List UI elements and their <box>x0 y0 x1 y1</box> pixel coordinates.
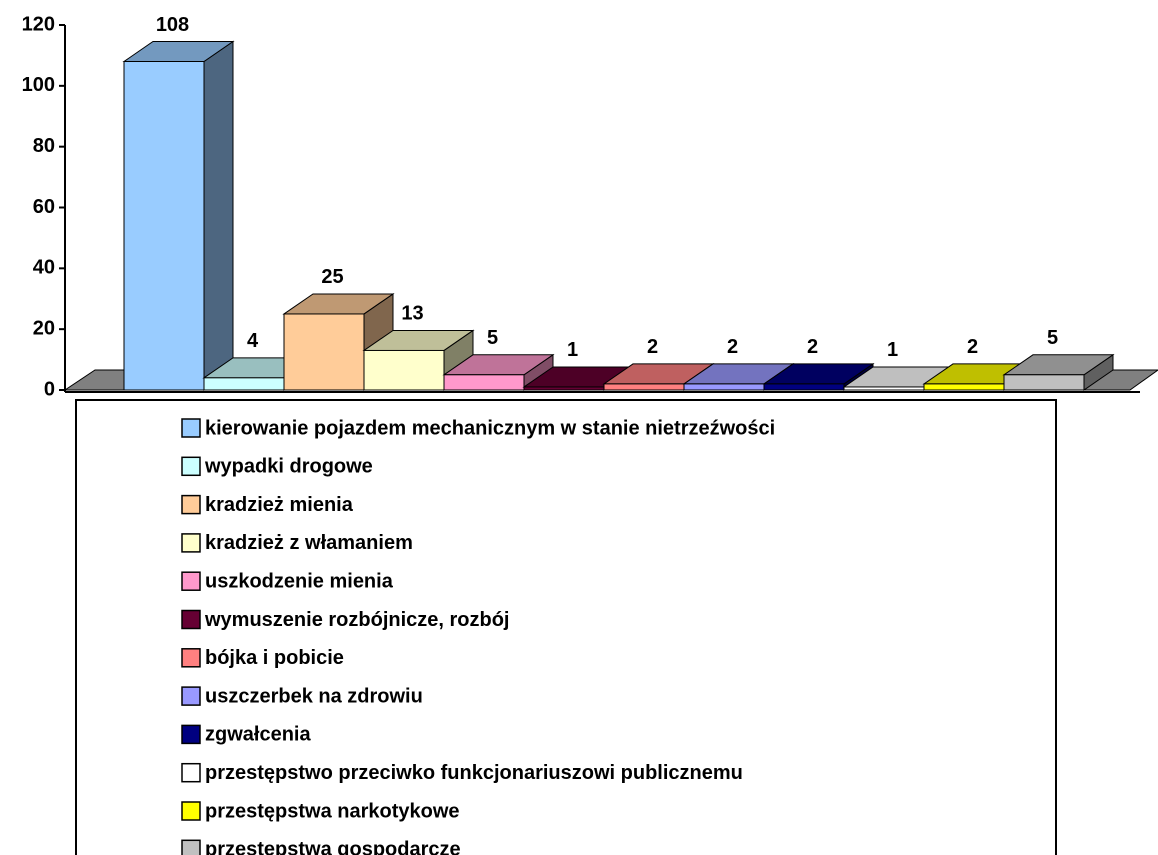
bar <box>763 383 845 391</box>
bar <box>523 386 605 391</box>
y-tick-label: 60 <box>33 196 55 218</box>
legend-swatch <box>181 494 201 515</box>
bar <box>603 383 685 391</box>
legend-swatch <box>181 456 201 477</box>
bar <box>1003 374 1085 391</box>
legend-swatch <box>181 762 201 783</box>
legend-swatch <box>181 609 201 630</box>
legend-label: wypadki drogowe <box>204 456 373 478</box>
legend-swatch <box>181 724 201 745</box>
legend-label: bójka i pobicie <box>205 647 344 669</box>
value-label: 1 <box>567 339 578 361</box>
legend-label: kradzież mienia <box>205 494 354 516</box>
value-label: 2 <box>967 336 978 358</box>
y-tick-label: 0 <box>44 378 55 400</box>
legend-swatch <box>181 839 201 855</box>
bar <box>363 349 445 391</box>
value-label: 13 <box>401 303 423 325</box>
legend-label: kierowanie pojazdem mechanicznym w stani… <box>205 417 775 439</box>
bar <box>683 383 765 391</box>
y-tick-label: 120 <box>22 13 55 35</box>
legend-label: kradzież z włamaniem <box>205 532 413 554</box>
y-tick-label: 40 <box>33 257 55 279</box>
value-label: 4 <box>247 330 259 352</box>
legend-label: uszczerbek na zdrowiu <box>205 685 423 707</box>
y-tick-label: 20 <box>33 317 55 339</box>
value-label: 2 <box>807 336 818 358</box>
legend-label: zgwałcenia <box>205 724 311 746</box>
legend-swatch <box>181 648 201 668</box>
bar <box>443 374 525 391</box>
value-label: 5 <box>487 327 498 349</box>
value-label: 2 <box>727 336 738 358</box>
bar <box>203 377 285 391</box>
legend-swatch <box>181 418 201 438</box>
bar <box>283 313 365 391</box>
legend-label: przestępstwa gospodarcze <box>205 839 461 855</box>
legend-swatch <box>181 533 201 553</box>
legend-swatch <box>181 571 201 591</box>
y-tick-label: 100 <box>22 74 55 96</box>
bar <box>123 61 205 391</box>
value-label: 1 <box>887 339 898 361</box>
bar <box>923 383 1005 391</box>
legend-box <box>75 399 1057 855</box>
legend-label: uszkodzenie mienia <box>205 570 394 592</box>
legend-label: przestępstwo przeciwko funkcjonariuszowi… <box>205 762 743 784</box>
legend-label: przestępstwa narkotykowe <box>205 800 460 822</box>
bar <box>843 386 925 391</box>
value-label: 108 <box>156 14 189 36</box>
legend-swatch <box>181 801 201 821</box>
bar-side <box>203 40 234 391</box>
value-label: 5 <box>1047 327 1058 349</box>
legend-swatch <box>181 686 201 706</box>
value-label: 2 <box>647 336 658 358</box>
value-label: 25 <box>321 266 343 288</box>
legend-label: wymuszenie rozbójnicze, rozbój <box>204 609 510 631</box>
y-tick-label: 80 <box>33 135 55 157</box>
